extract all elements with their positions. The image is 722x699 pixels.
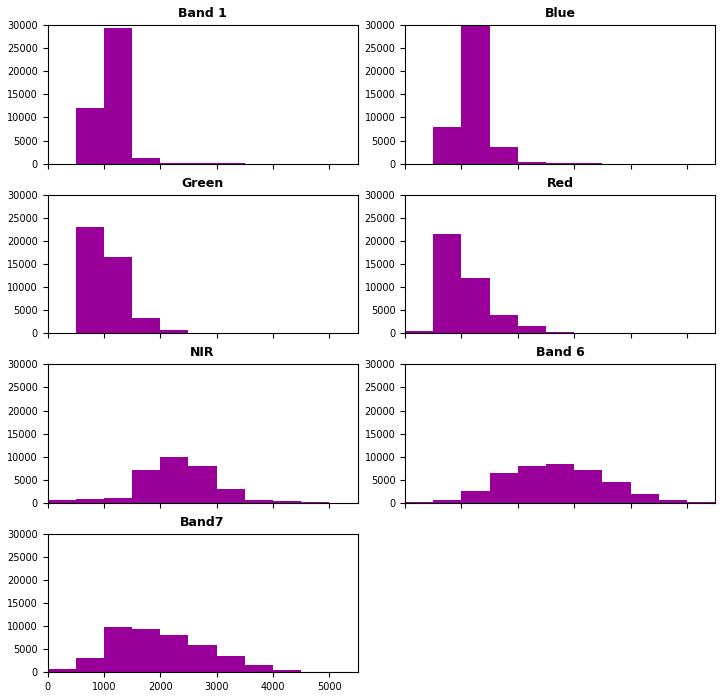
Bar [518,326,546,333]
Bar [76,227,104,333]
Bar [546,463,574,503]
Bar [76,658,104,672]
Bar [490,473,518,503]
Bar [48,669,76,672]
Bar [433,234,461,333]
Bar [48,500,76,503]
Bar [433,127,461,164]
Bar [490,315,518,333]
Bar [132,628,160,672]
Bar [687,502,715,503]
Bar [188,466,217,503]
Bar [217,489,245,503]
Bar [76,108,104,164]
Bar [245,665,273,672]
Bar [217,656,245,672]
Bar [518,466,546,503]
Title: Band7: Band7 [180,516,225,528]
Bar [461,491,490,503]
Bar [132,319,160,333]
Bar [405,331,433,333]
Bar [574,470,602,503]
Bar [518,162,546,164]
Bar [104,257,132,333]
Bar [546,332,574,333]
Bar [490,147,518,164]
Bar [461,25,490,164]
Bar [602,482,630,503]
Bar [160,635,188,672]
Title: Band 1: Band 1 [178,7,227,20]
Bar [132,470,160,503]
Bar [188,644,217,672]
Bar [273,501,301,503]
Bar [245,500,273,503]
Bar [630,493,658,503]
Bar [104,27,132,164]
Title: Green: Green [181,177,224,189]
Title: Blue: Blue [544,7,575,20]
Bar [160,456,188,503]
Bar [160,331,188,333]
Title: Band 6: Band 6 [536,346,584,359]
Title: Red: Red [547,177,573,189]
Bar [433,500,461,503]
Bar [461,278,490,333]
Bar [104,627,132,672]
Title: NIR: NIR [191,346,214,359]
Bar [132,157,160,164]
Bar [104,498,132,503]
Bar [658,500,687,503]
Bar [160,163,188,164]
Bar [273,670,301,672]
Bar [76,498,104,503]
